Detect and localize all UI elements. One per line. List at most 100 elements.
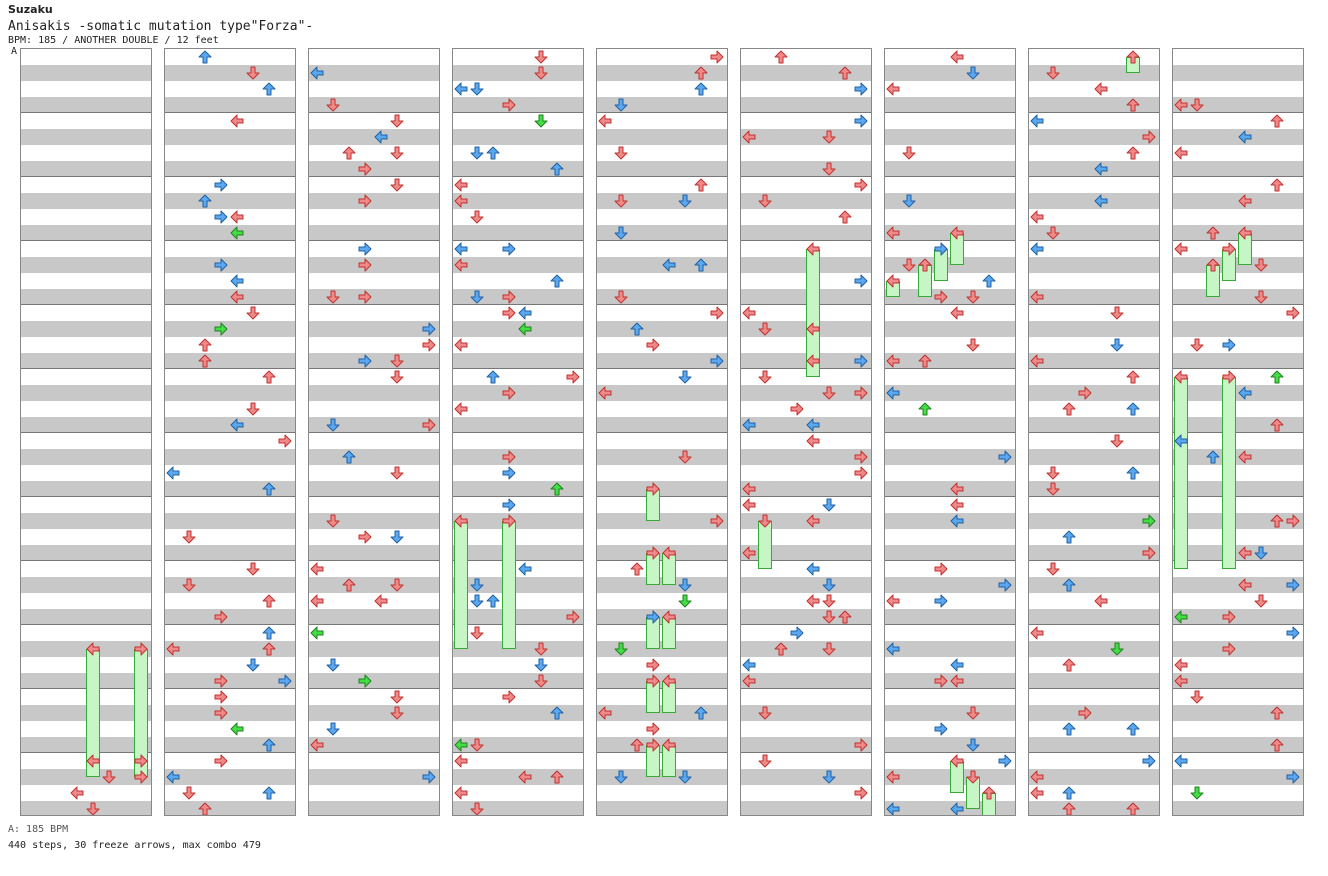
arrow-left-icon <box>949 801 965 815</box>
arrow-right-icon <box>1077 705 1093 721</box>
arrow-down-icon <box>677 449 693 465</box>
arrow-down-icon <box>1045 465 1061 481</box>
arrow-down-icon <box>901 193 917 209</box>
arrow-right-icon <box>789 625 805 641</box>
arrow-down-icon <box>613 225 629 241</box>
arrow-down-icon <box>469 81 485 97</box>
measure-line <box>885 624 1015 625</box>
arrow-down-icon <box>757 321 773 337</box>
arrow-down-icon <box>245 657 261 673</box>
arrow-down-icon <box>245 561 261 577</box>
arrow-right-icon <box>1141 545 1157 561</box>
arrow-down-icon <box>677 193 693 209</box>
arrow-left-icon <box>805 417 821 433</box>
arrow-left-icon <box>517 305 533 321</box>
arrow-down-icon <box>245 305 261 321</box>
measure-line <box>21 304 151 305</box>
arrow-down-icon <box>469 209 485 225</box>
arrow-up-icon <box>1061 529 1077 545</box>
arrow-up-icon <box>485 369 501 385</box>
arrow-left-icon <box>453 785 469 801</box>
arrow-down-icon <box>101 769 117 785</box>
arrow-down-icon <box>533 49 549 65</box>
measure-line <box>741 688 871 689</box>
measure-line <box>165 560 295 561</box>
measure-line <box>309 368 439 369</box>
arrow-right-icon <box>357 673 373 689</box>
chart-stats: 440 steps, 30 freeze arrows, max combo 4… <box>8 840 261 851</box>
arrow-up-icon <box>549 705 565 721</box>
chart-column <box>20 48 152 816</box>
arrow-up-icon <box>1269 177 1285 193</box>
bpm-marker: A <box>11 46 18 57</box>
arrow-left-icon <box>805 353 821 369</box>
arrow-up-icon <box>773 49 789 65</box>
bpm-note: A: 185 BPM <box>8 824 69 835</box>
arrow-right-icon <box>357 161 373 177</box>
arrow-up-icon <box>1061 785 1077 801</box>
arrow-up-icon <box>261 481 277 497</box>
arrow-down-icon <box>677 577 693 593</box>
arrow-up-icon <box>261 641 277 657</box>
measure-line <box>1173 112 1303 113</box>
arrow-up-icon <box>629 561 645 577</box>
arrow-up-icon <box>261 625 277 641</box>
arrow-down-icon <box>469 801 485 815</box>
measure-line <box>165 368 295 369</box>
arrow-right-icon <box>933 241 949 257</box>
arrow-down-icon <box>389 113 405 129</box>
arrow-left-icon <box>885 81 901 97</box>
arrow-right-icon <box>853 273 869 289</box>
measure-line <box>1173 368 1303 369</box>
arrow-right-icon <box>133 641 149 657</box>
arrow-down-icon <box>1189 97 1205 113</box>
chart-column <box>884 48 1016 816</box>
measure-line <box>741 176 871 177</box>
arrow-left-icon <box>165 769 181 785</box>
arrow-right-icon <box>853 737 869 753</box>
arrow-down-icon <box>245 401 261 417</box>
arrow-left-icon <box>885 385 901 401</box>
arrow-down-icon <box>181 529 197 545</box>
arrow-down-icon <box>1045 561 1061 577</box>
measure-line <box>21 560 151 561</box>
arrow-right-icon <box>853 385 869 401</box>
arrow-left-icon <box>661 609 677 625</box>
arrow-up-icon <box>1269 369 1285 385</box>
measure-line <box>21 112 151 113</box>
arrow-down-icon <box>389 353 405 369</box>
measure-line <box>165 240 295 241</box>
arrow-left-icon <box>453 337 469 353</box>
arrow-right-icon <box>645 609 661 625</box>
arrow-left-icon <box>805 513 821 529</box>
arrow-down-icon <box>469 593 485 609</box>
arrow-right-icon <box>213 673 229 689</box>
arrow-down-icon <box>325 97 341 113</box>
arrow-up-icon <box>485 145 501 161</box>
measure-line <box>309 624 439 625</box>
arrow-up-icon <box>197 801 213 815</box>
arrow-right-icon <box>709 49 725 65</box>
arrow-left-icon <box>805 561 821 577</box>
arrow-up-icon <box>1125 97 1141 113</box>
arrow-left-icon <box>949 497 965 513</box>
measure-line <box>1029 304 1159 305</box>
arrow-right-icon <box>421 769 437 785</box>
measure-line <box>885 560 1015 561</box>
arrow-down-icon <box>613 193 629 209</box>
arrow-up-icon <box>773 641 789 657</box>
arrow-down-icon <box>1109 337 1125 353</box>
arrow-left-icon <box>1093 193 1109 209</box>
arrow-down-icon <box>533 641 549 657</box>
measure-line <box>885 368 1015 369</box>
arrow-up-icon <box>693 257 709 273</box>
arrow-down-icon <box>469 625 485 641</box>
arrow-right-icon <box>853 353 869 369</box>
arrow-down-icon <box>469 577 485 593</box>
arrow-left-icon <box>1237 225 1253 241</box>
measure-line <box>21 176 151 177</box>
arrow-right-icon <box>421 321 437 337</box>
arrow-right-icon <box>357 289 373 305</box>
arrow-up-icon <box>1125 721 1141 737</box>
arrow-down-icon <box>821 161 837 177</box>
